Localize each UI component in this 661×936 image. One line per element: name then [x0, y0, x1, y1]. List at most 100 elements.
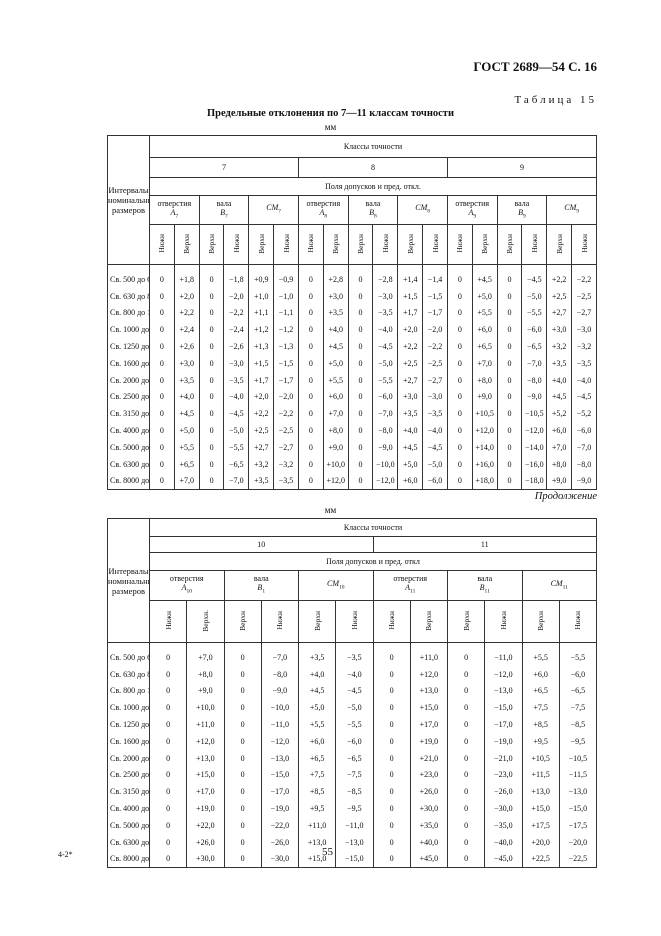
value: 0	[496, 388, 523, 406]
group-label: вала	[216, 198, 232, 208]
value: −6,0	[521, 321, 548, 339]
symbol: СМ	[564, 203, 577, 213]
value: −3,5	[372, 304, 399, 322]
value: 0	[446, 287, 473, 305]
limit-header: Нижн	[446, 224, 473, 265]
value: −9,5	[558, 732, 598, 750]
value: 0	[148, 642, 188, 666]
value: +26,0	[186, 833, 225, 851]
value: +6,0	[322, 388, 349, 406]
value: +8,0	[546, 455, 573, 473]
value: −7,0	[571, 438, 597, 456]
value: −6,0	[422, 472, 448, 491]
limit-label: Верхн	[554, 233, 564, 254]
table-label: Таблица 15	[514, 94, 597, 106]
value: −2,4	[223, 321, 250, 339]
value: 0	[446, 850, 486, 869]
value: −5,0	[335, 699, 374, 717]
data-row: Св. 800 до 10000+2,20−2,2+1,1−1,10+3,50−…	[107, 304, 597, 322]
value: 0	[149, 354, 175, 372]
value: −6,0	[335, 732, 374, 750]
header-row: Нижн Верхн. Верхн Нижн Верхн Нижн Нижн Верхн Вер…	[108, 600, 598, 643]
data-row: Св. 3150 до 40000+17,00−17,0+8,5−8,50+26…	[107, 783, 598, 801]
value: +3,2	[248, 455, 275, 473]
value: −13,0	[558, 783, 598, 801]
value: 0	[223, 816, 262, 834]
limit-label: Нижн	[430, 234, 440, 253]
group-symbol: B1	[225, 583, 298, 597]
group-symbol: A11	[374, 583, 447, 597]
value: −10,0	[372, 455, 399, 473]
value: 0	[446, 264, 473, 288]
value: 0	[446, 405, 473, 423]
value: −2,5	[422, 354, 448, 372]
limit-label: Верхн.	[200, 609, 210, 632]
group-symbol: A9	[448, 208, 496, 222]
value: 0	[198, 405, 225, 423]
value: +3,0	[322, 287, 349, 305]
value: 0	[149, 472, 175, 491]
limit-label: Нижн	[579, 234, 589, 253]
interval: Св. 5000 до 6300	[107, 438, 150, 456]
value: 0	[198, 338, 225, 355]
limit-header: Нижн	[521, 224, 548, 265]
limit-header: Верхн	[471, 224, 498, 265]
value: −12,0	[521, 422, 548, 439]
symbol-index: 8	[374, 213, 377, 220]
value: −11,0	[335, 816, 374, 834]
value: +22,5	[521, 850, 560, 869]
value: 0	[347, 422, 374, 439]
value: −2,5	[571, 287, 597, 305]
value: −5,5	[223, 438, 250, 456]
value: 0	[446, 816, 486, 834]
limit-label: Нижн	[281, 234, 291, 253]
value: −26,0	[484, 783, 523, 801]
limit-header: Нижн	[372, 224, 399, 265]
value: −35,0	[484, 816, 523, 834]
unit: мм	[324, 505, 337, 515]
continuation: Продолжение	[534, 491, 597, 502]
value: +5,5	[173, 438, 200, 456]
value: +2,5	[248, 422, 275, 439]
value: −4,5	[422, 438, 448, 456]
interval: Св. 6300 до 8000	[107, 455, 150, 473]
value: −3,5	[571, 354, 597, 372]
value: 0	[496, 287, 523, 305]
value: +13,0	[186, 749, 225, 767]
value: 0	[148, 732, 188, 750]
value: −7,0	[372, 405, 399, 423]
value: +7,5	[297, 766, 337, 784]
group-header: отверстия A10	[149, 570, 225, 601]
value: −4,5	[335, 682, 374, 700]
value: +3,0	[546, 321, 573, 339]
data-row: Св. 1600 до 20000+12,00−12,0+6,0−6,00+19…	[107, 732, 598, 750]
data-row: Св. 1250 до 16000+11,00−11,0+5,5−5,50+17…	[107, 716, 598, 733]
value: +2,4	[173, 321, 200, 339]
value: +2,7	[248, 438, 275, 456]
value: −4,5	[372, 338, 399, 355]
value: −15,0	[260, 766, 300, 784]
value: −11,5	[558, 766, 598, 784]
group-header: СМ9	[546, 195, 597, 225]
value: 0	[198, 304, 225, 322]
symbol: СМ	[550, 578, 563, 588]
data-row: Св. 500 до 6300+1,80−1,8+0,9−0,90+2,80−2…	[107, 264, 597, 288]
value: 0	[297, 354, 324, 372]
value: +1,7	[248, 371, 275, 389]
value: −2,6	[223, 338, 250, 355]
value: 0	[446, 642, 486, 666]
value: −22,5	[558, 850, 598, 869]
value: −14,0	[521, 438, 548, 456]
symbol-index: 11	[484, 588, 490, 595]
value: −6,0	[558, 665, 598, 683]
symbol-index: 9	[473, 213, 477, 220]
value: +1,5	[397, 287, 424, 305]
value: −15,0	[335, 850, 374, 869]
value: 0	[223, 800, 262, 817]
symbol: B	[518, 207, 523, 217]
limit-header: Нижн	[422, 224, 448, 265]
value: 0	[149, 338, 175, 355]
interval: Св. 8000 до 10000	[107, 850, 150, 869]
value: 0	[446, 732, 486, 750]
